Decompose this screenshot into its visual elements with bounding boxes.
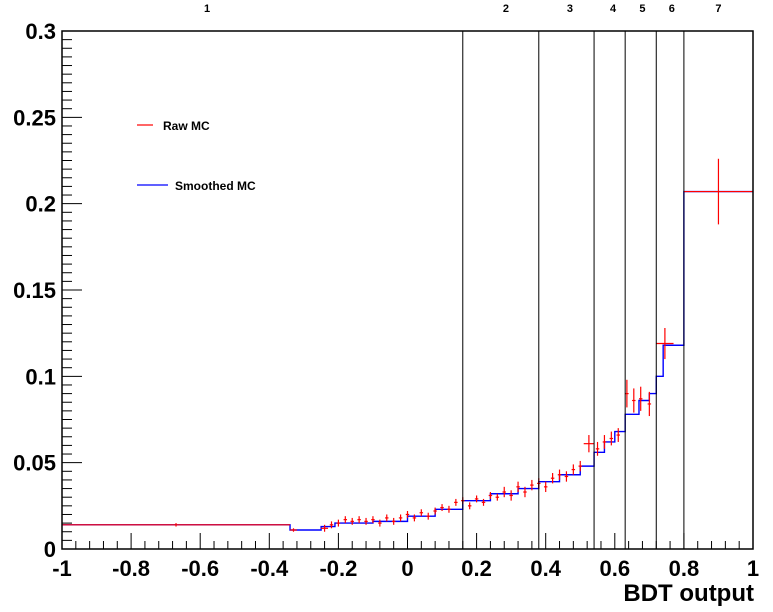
y-tick-label: 0.1: [25, 364, 56, 389]
raw-mc-point: [329, 521, 334, 529]
x-axis-label: BDT output: [623, 580, 754, 607]
x-tick-label: -0.6: [181, 556, 219, 581]
raw-mc-point: [426, 512, 430, 520]
raw-mc-point: [357, 516, 361, 524]
raw-mc-point: [290, 528, 297, 532]
raw-mc-point: [530, 479, 534, 491]
raw-mc-point: [481, 498, 486, 506]
legend-smoothed-mc-label: Smoothed MC: [175, 179, 256, 193]
x-tick-label: 0.6: [600, 556, 631, 581]
raw-mc-point: [391, 517, 396, 525]
x-axis-ticks: -1 -0.8 -0.6 -0.4 -0.2 0 0.2 0.4 0.6 0.8 1: [52, 533, 759, 581]
region-label: 7: [715, 3, 721, 15]
region-boundaries: [462, 31, 685, 549]
raw-mc-point: [398, 514, 403, 522]
raw-mc-point: [609, 431, 614, 446]
raw-mc-point: [474, 495, 479, 503]
raw-mc-point: [543, 481, 548, 493]
raw-mc-point: [321, 524, 329, 532]
raw-mc-point: [616, 428, 620, 442]
raw-mc-points: [62, 158, 753, 532]
raw-mc-point: [656, 327, 674, 360]
y-tick-label: 0.15: [13, 278, 56, 303]
legend-raw-mc-label: Raw MC: [163, 119, 210, 133]
region-label: 5: [639, 3, 645, 15]
raw-mc-point: [625, 379, 629, 408]
raw-mc-point: [550, 473, 555, 484]
y-axis-ticks: 0 0.05 0.1 0.15 0.2 0.25 0.3: [13, 19, 82, 562]
raw-mc-point: [419, 509, 424, 517]
raw-mc-point: [632, 388, 636, 413]
raw-mc-point: [62, 523, 291, 527]
x-tick-label: -0.4: [250, 556, 289, 581]
smoothed-mc-line: [62, 190, 753, 531]
x-tick-label: 0.4: [530, 556, 561, 581]
raw-mc-point: [364, 517, 368, 525]
raw-mc-point: [405, 511, 410, 518]
region-label: 1: [204, 3, 210, 15]
raw-mc-point: [385, 514, 389, 522]
x-tick-label: -0.8: [112, 556, 150, 581]
y-tick-label: 0.05: [13, 451, 56, 476]
region-labels: 1 2 3 4 5 6 7: [204, 3, 721, 15]
raw-mc-point: [412, 514, 417, 522]
y-tick-label: 0.3: [25, 19, 56, 44]
smoothed-mc-steps: [62, 190, 753, 531]
raw-mc-point: [516, 481, 520, 493]
raw-mc-point: [336, 519, 341, 527]
x-tick-label: 0: [401, 556, 413, 581]
legend: Raw MC Smoothed MC: [137, 119, 256, 193]
raw-mc-point: [564, 471, 569, 482]
raw-mc-point: [509, 490, 513, 501]
plot-frame: [61, 30, 754, 550]
raw-mc-point: [523, 486, 527, 498]
raw-mc-point: [571, 464, 576, 475]
raw-mc-point: [647, 391, 652, 417]
raw-mc-point: [638, 386, 643, 411]
raw-mc-point: [578, 460, 582, 472]
y-tick-label: 0.25: [13, 105, 56, 130]
raw-mc-point: [433, 507, 437, 515]
raw-mc-point: [602, 435, 607, 449]
raw-mc-point: [557, 469, 562, 480]
y-tick-label: 0.2: [25, 192, 56, 217]
region-label: 3: [567, 3, 573, 15]
region-label: 2: [503, 3, 509, 15]
raw-mc-point: [467, 502, 472, 510]
raw-mc-point: [683, 158, 753, 225]
raw-mc-point: [454, 498, 458, 506]
raw-mc-point: [447, 505, 451, 513]
raw-mc-point: [595, 441, 600, 456]
raw-mc-point: [488, 492, 493, 499]
raw-mc-point: [495, 493, 500, 501]
x-tick-label: 0.8: [669, 556, 700, 581]
y-tick-label: 0: [44, 537, 56, 562]
region-label: 4: [610, 3, 617, 15]
raw-mc-point: [343, 516, 348, 524]
x-tick-label: -0.2: [319, 556, 357, 581]
x-tick-label: 0.2: [461, 556, 492, 581]
raw-mc-point: [350, 517, 354, 525]
raw-mc-point: [583, 435, 595, 453]
raw-mc-point: [502, 486, 506, 498]
x-tick-label: 1: [747, 556, 759, 581]
region-label: 6: [669, 3, 675, 15]
raw-mc-point: [378, 519, 382, 527]
raw-mc-point: [440, 504, 444, 512]
raw-mc-point: [371, 516, 375, 524]
x-tick-label: -1: [52, 556, 72, 581]
